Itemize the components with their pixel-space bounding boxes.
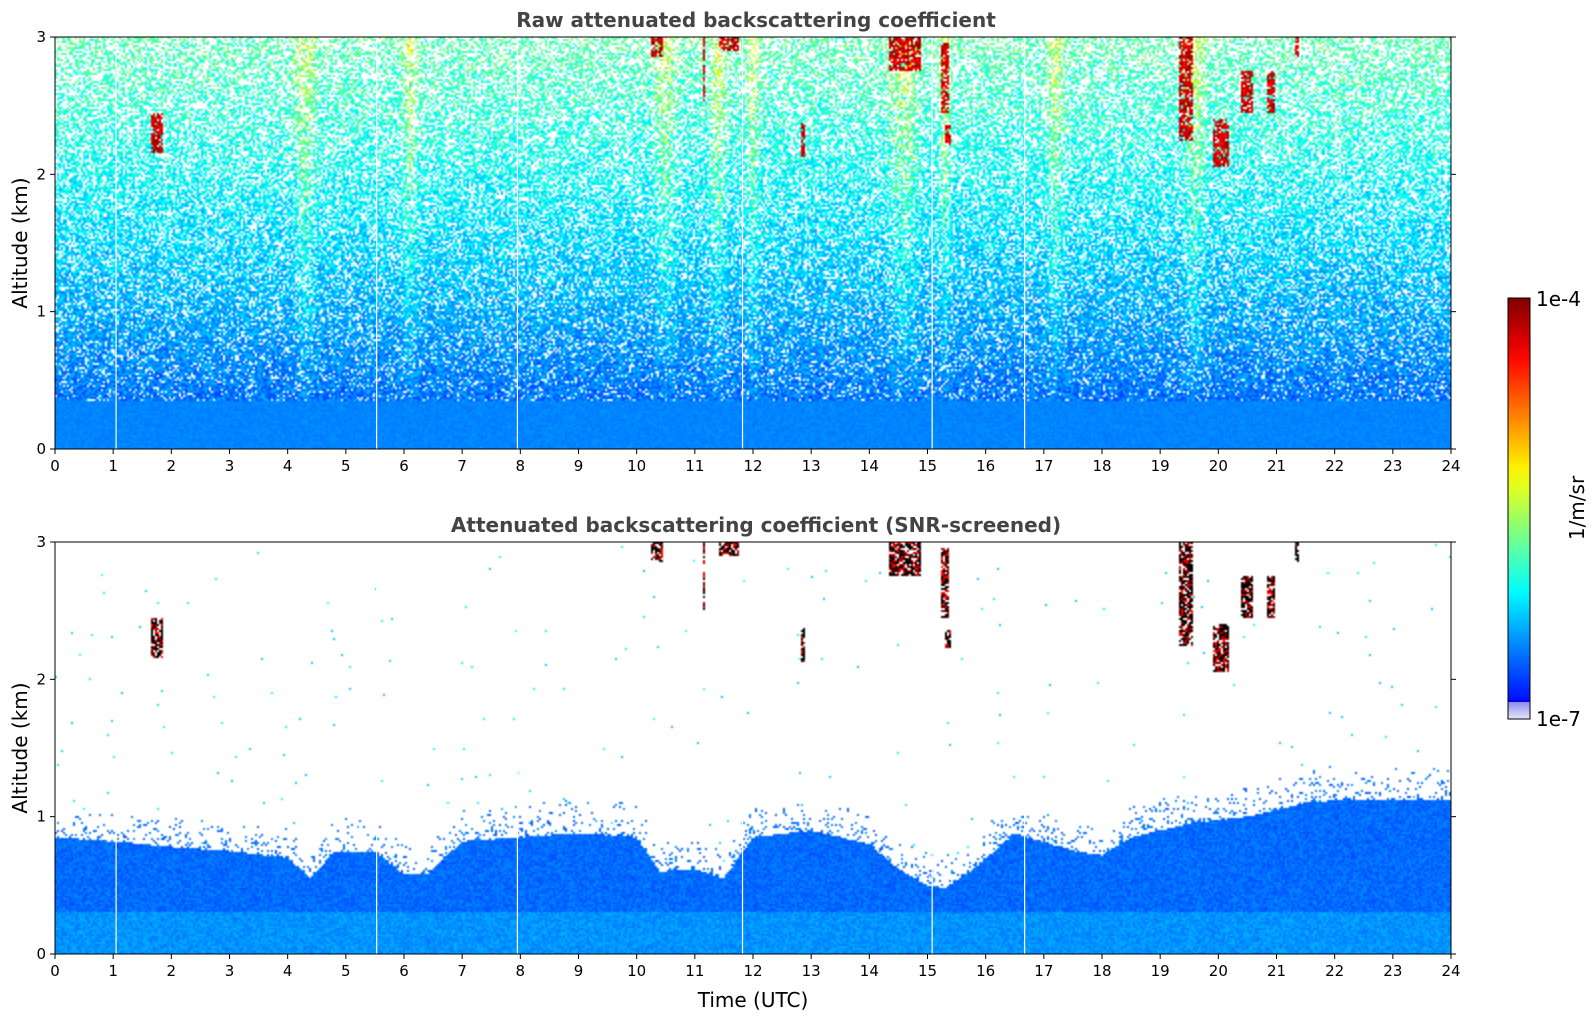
screened-backscatter-panel: Attenuated backscattering coefficient (S… (8, 513, 1461, 1012)
raw-backscatter-heatmap (55, 37, 1451, 449)
x-tick-label: 14 (860, 962, 879, 980)
x-tick-label: 17 (1034, 457, 1053, 475)
x-tick-label: 12 (743, 962, 762, 980)
x-axis-label: Time (UTC) (697, 988, 809, 1012)
screened-backscatter-heatmap (55, 542, 1451, 954)
raw-backscatter-panel: Raw attenuated backscattering coefficien… (8, 8, 1461, 475)
x-tick-label: 21 (1267, 457, 1286, 475)
x-tick-label: 10 (627, 457, 646, 475)
x-tick-label: 19 (1151, 457, 1170, 475)
x-tick-label: 9 (574, 962, 584, 980)
x-tick-label: 23 (1383, 457, 1402, 475)
x-tick-label: 5 (341, 457, 351, 475)
y-tick-label: 2 (36, 670, 46, 688)
x-tick-label: 3 (225, 457, 235, 475)
x-tick-label: 13 (802, 457, 821, 475)
x-tick-label: 23 (1383, 962, 1402, 980)
x-tick-label: 15 (918, 962, 937, 980)
x-tick-label: 4 (283, 457, 293, 475)
x-tick-label: 6 (399, 457, 409, 475)
x-tick-label: 5 (341, 962, 351, 980)
x-tick-label: 21 (1267, 962, 1286, 980)
colorbar-unit-label: 1/m/sr (1565, 475, 1589, 540)
x-tick-label: 24 (1441, 457, 1460, 475)
x-tick-label: 12 (743, 457, 762, 475)
x-tick-label: 15 (918, 457, 937, 475)
panel2-data-gaps (115, 542, 1026, 954)
colorbar-min-label: 1e-7 (1536, 707, 1581, 731)
panel2-x-ticks: 0 1 2 3 4 5 6 7 8 9 10 11 12 13 14 15 16 17 18 19 20 21 22 23 24 (50, 954, 1461, 980)
x-tick-label: 6 (399, 962, 409, 980)
x-tick-label: 19 (1151, 962, 1170, 980)
x-tick-label: 1 (108, 962, 118, 980)
x-tick-label: 13 (802, 962, 821, 980)
x-tick-label: 8 (516, 457, 526, 475)
panel2-title: Attenuated backscattering coefficient (S… (451, 513, 1061, 537)
x-tick-label: 22 (1325, 457, 1344, 475)
panel1-y-ticks: 0 1 2 3 (36, 28, 1456, 458)
panel1-y-axis-label: Altitude (km) (8, 177, 32, 308)
x-tick-label: 11 (685, 962, 704, 980)
x-tick-label: 7 (457, 962, 467, 980)
x-tick-label: 4 (283, 962, 293, 980)
panel1-data-gaps (115, 37, 1026, 449)
panel2-y-ticks: 0 1 2 3 (36, 533, 1456, 963)
y-tick-label: 2 (36, 165, 46, 183)
x-tick-label: 18 (1092, 962, 1111, 980)
y-tick-label: 3 (36, 28, 46, 46)
x-tick-label: 8 (516, 962, 526, 980)
x-tick-label: 20 (1209, 962, 1228, 980)
x-tick-label: 9 (574, 457, 584, 475)
y-tick-label: 1 (36, 303, 46, 321)
x-tick-label: 2 (167, 457, 177, 475)
colorbar-max-label: 1e-4 (1536, 287, 1581, 311)
panel1-x-ticks: 0 1 2 3 4 5 6 7 8 9 10 11 12 13 14 15 16 17 18 19 20 21 22 23 24 (50, 449, 1461, 475)
x-tick-label: 14 (860, 457, 879, 475)
x-tick-label: 17 (1034, 962, 1053, 980)
x-tick-label: 0 (50, 962, 60, 980)
x-tick-label: 1 (108, 457, 118, 475)
y-tick-label: 0 (36, 945, 46, 963)
x-tick-label: 22 (1325, 962, 1344, 980)
x-tick-label: 11 (685, 457, 704, 475)
x-tick-label: 2 (167, 962, 177, 980)
x-tick-label: 24 (1441, 962, 1460, 980)
x-tick-label: 18 (1092, 457, 1111, 475)
panel2-y-axis-label: Altitude (km) (8, 682, 32, 813)
x-tick-label: 10 (627, 962, 646, 980)
x-tick-label: 0 (50, 457, 60, 475)
panel1-title: Raw attenuated backscattering coefficien… (516, 8, 996, 32)
x-tick-label: 16 (976, 962, 995, 980)
x-tick-label: 3 (225, 962, 235, 980)
y-tick-label: 0 (36, 440, 46, 458)
y-tick-label: 1 (36, 808, 46, 826)
x-tick-label: 7 (457, 457, 467, 475)
colorbar: 1e-4 1e-7 1/m/sr (1507, 287, 1589, 731)
y-tick-label: 3 (36, 533, 46, 551)
colorbar-scale (1507, 297, 1531, 720)
x-tick-label: 20 (1209, 457, 1228, 475)
x-tick-label: 16 (976, 457, 995, 475)
